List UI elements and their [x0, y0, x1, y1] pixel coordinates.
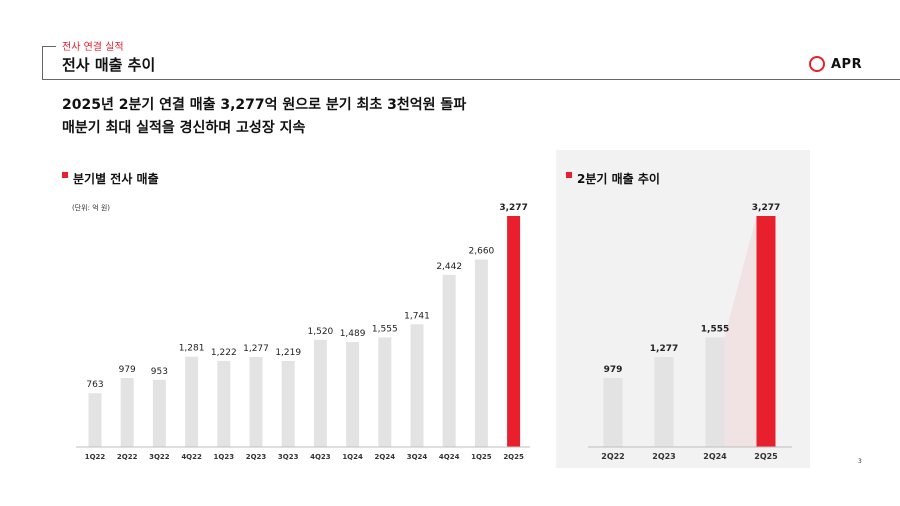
- value-label-3Q22: 953: [151, 367, 168, 377]
- value-label-2Q23: 1,277: [243, 344, 269, 354]
- value-label-2Q23: 1,277: [650, 344, 678, 354]
- bar-2Q24: [378, 337, 392, 447]
- headline-line-1: 2025년 2분기 연결 매출 3,277억 원으로 분기 최초 3천억원 돌파: [62, 97, 467, 113]
- logo-ring-icon: [809, 56, 825, 72]
- value-label-4Q22: 1,281: [179, 344, 205, 354]
- bar-4Q23: [313, 339, 327, 447]
- value-label-4Q24: 2,442: [436, 262, 462, 272]
- chart-title: 분기별 전사 매출: [73, 172, 159, 186]
- bar-2Q25: [507, 216, 521, 447]
- bar-1Q25: [474, 259, 488, 447]
- category-label-2Q24: 2Q24: [375, 453, 396, 461]
- bar-2Q23: [654, 356, 674, 447]
- category-label-2Q25: 2Q25: [503, 453, 524, 461]
- quarterly-sales-title: 분기별 전사 매출: [62, 170, 159, 187]
- value-label-3Q23: 1,219: [275, 348, 301, 358]
- header-rule: [42, 79, 900, 80]
- title-marker: [62, 172, 68, 178]
- bar-2Q24: [705, 337, 725, 447]
- bar-4Q24: [442, 274, 456, 447]
- title-marker: [566, 172, 572, 178]
- category-label-4Q24: 4Q24: [439, 453, 460, 461]
- category-label-2Q24: 2Q24: [703, 452, 727, 461]
- chart-title: 2분기 매출 추이: [577, 172, 660, 186]
- section-label: 전사 연결 실적: [62, 42, 124, 53]
- header-rule: [42, 46, 43, 79]
- unit-label: (단위: 억 원): [72, 204, 111, 212]
- value-label-2Q25: 3,277: [752, 203, 780, 213]
- bar-1Q23: [217, 360, 231, 447]
- category-label-2Q23: 2Q23: [246, 453, 267, 461]
- bar-2Q25: [756, 216, 776, 447]
- value-label-1Q24: 1,489: [340, 329, 366, 339]
- value-label-1Q22: 763: [86, 380, 103, 390]
- bar-2Q22: [603, 377, 623, 447]
- category-label-2Q22: 2Q22: [117, 453, 138, 461]
- value-label-2Q24: 1,555: [701, 324, 729, 334]
- category-label-1Q23: 1Q23: [214, 453, 235, 461]
- header-rule: [42, 46, 56, 47]
- logo-text: APR: [831, 56, 863, 72]
- value-label-2Q22: 979: [604, 365, 623, 375]
- category-label-1Q22: 1Q22: [85, 453, 106, 461]
- page-number: 3: [858, 458, 862, 465]
- q2-trend-title: 2분기 매출 추이: [566, 170, 660, 187]
- value-label-4Q23: 1,520: [308, 327, 334, 337]
- bar-3Q22: [152, 379, 166, 447]
- value-label-2Q24: 1,555: [372, 324, 398, 334]
- category-label-3Q24: 3Q24: [407, 453, 428, 461]
- category-label-1Q25: 1Q25: [471, 453, 492, 461]
- category-label-2Q22: 2Q22: [601, 452, 625, 461]
- value-label-1Q23: 1,222: [211, 348, 237, 358]
- category-label-1Q24: 1Q24: [342, 453, 363, 461]
- apr-logo: APR: [809, 56, 862, 72]
- value-label-2Q22: 979: [119, 365, 136, 375]
- bar-1Q22: [88, 393, 102, 447]
- category-label-2Q23: 2Q23: [652, 452, 676, 461]
- bar-4Q22: [185, 356, 199, 447]
- value-label-3Q24: 1,741: [404, 311, 430, 321]
- value-label-2Q25: 3,277: [499, 203, 527, 213]
- bar-3Q24: [410, 324, 424, 447]
- growth-wedge: [724, 216, 757, 447]
- category-label-2Q25: 2Q25: [754, 452, 778, 461]
- bar-1Q24: [346, 342, 360, 447]
- category-label-3Q22: 3Q22: [149, 453, 170, 461]
- category-label-4Q23: 4Q23: [310, 453, 331, 461]
- bar-2Q23: [249, 356, 263, 447]
- bar-2Q22: [120, 377, 134, 447]
- category-label-3Q23: 3Q23: [278, 453, 299, 461]
- bar-3Q23: [281, 361, 295, 447]
- category-label-4Q22: 4Q22: [181, 453, 202, 461]
- headline-line-2: 매분기 최대 실적을 경신하며 고성장 지속: [62, 120, 306, 136]
- page-title: 전사 매출 추이: [62, 56, 156, 74]
- value-label-1Q25: 2,660: [469, 246, 495, 256]
